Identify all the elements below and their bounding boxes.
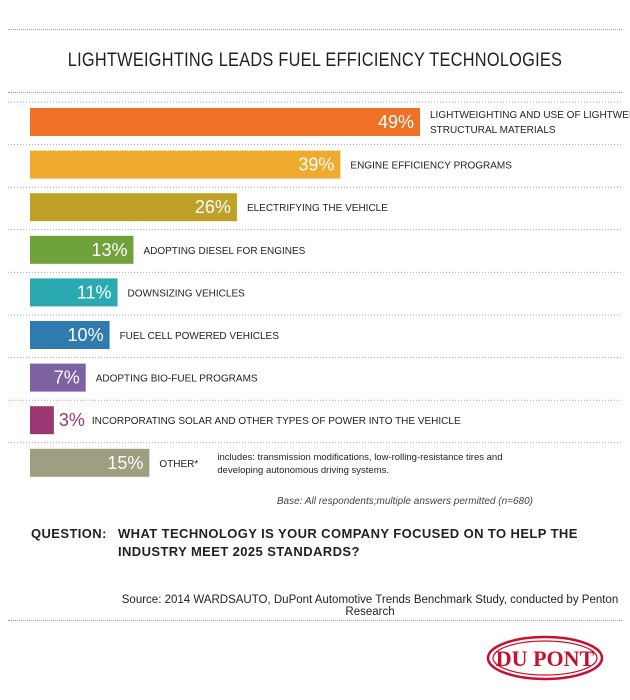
- bar: [30, 363, 86, 392]
- bar: [30, 278, 118, 307]
- bar-category-label: INCORPORATING SOLAR AND OTHER TYPES OF P…: [92, 416, 461, 427]
- top-divider: [8, 29, 622, 30]
- dupont-logo: DU PONT: [486, 635, 604, 681]
- bar-value-label: 7%: [54, 368, 80, 388]
- bar: [30, 193, 237, 222]
- title-divider: [8, 92, 622, 93]
- bar-value-label: 49%: [378, 112, 414, 132]
- bar-value-label: 3%: [59, 410, 85, 430]
- bar-value-label: 11%: [77, 282, 112, 302]
- bar: [30, 406, 54, 435]
- bottom-divider: [8, 620, 622, 621]
- bar-value-label: 10%: [68, 325, 104, 345]
- bar-category-label: OTHER*: [159, 459, 198, 470]
- question-text: WHAT TECHNOLOGY IS YOUR COMPANY FOCUSED …: [118, 526, 578, 559]
- bar-category-label: ADOPTING BIO-FUEL PROGRAMS: [96, 374, 258, 385]
- bar-value-label: 39%: [298, 155, 334, 175]
- bar-value-label: 13%: [91, 240, 127, 260]
- chart-title: LIGHTWEIGHTING LEADS FUEL EFFICIENCY TEC…: [67, 50, 563, 71]
- bar-category-label: FUEL CELL POWERED VEHICLES: [120, 331, 280, 342]
- bar-value-label: 15%: [107, 453, 143, 473]
- base-note: Base: All respondents;multiple answers p…: [276, 496, 533, 507]
- question-label: QUESTION:: [31, 526, 107, 541]
- source-text: Source: 2014 WARDSAUTO, DuPont Automotiv…: [121, 594, 619, 618]
- source-note: Source: 2014 WARDSAUTO, DuPont Automotiv…: [0, 594, 630, 618]
- bar-category-label: STRUCTURAL MATERIALS: [430, 125, 556, 136]
- logo-wordmark: DU PONT: [496, 646, 595, 671]
- bar-category-label: ELECTRIFYING THE VEHICLE: [247, 203, 388, 214]
- logo-oval-inner: [492, 640, 598, 676]
- bar: [30, 448, 150, 477]
- bar-value-label: 26%: [195, 197, 231, 217]
- logo-oval-outer: [486, 635, 604, 681]
- bar: [30, 321, 110, 349]
- bar-category-label: DOWNSIZING VEHICLES: [128, 288, 246, 299]
- bar: [30, 150, 341, 179]
- bar-category-label: ADOPTING DIESEL FOR ENGINES: [143, 246, 305, 257]
- other-note: developing autonomous driving systems.: [217, 465, 389, 476]
- bar-chart: 49% LIGHTWEIGHTING AND USE OF LIGHTWEIGHT…: [8, 101, 630, 477]
- bar: [30, 235, 134, 264]
- bar-category-label: LIGHTWEIGHTING AND USE OF LIGHTWEIGHT: [430, 110, 630, 121]
- bar-category-label: ENGINE EFFICIENCY PROGRAMS: [350, 161, 512, 172]
- bar: [30, 108, 420, 136]
- other-note: includes: transmission modifications, lo…: [217, 452, 502, 463]
